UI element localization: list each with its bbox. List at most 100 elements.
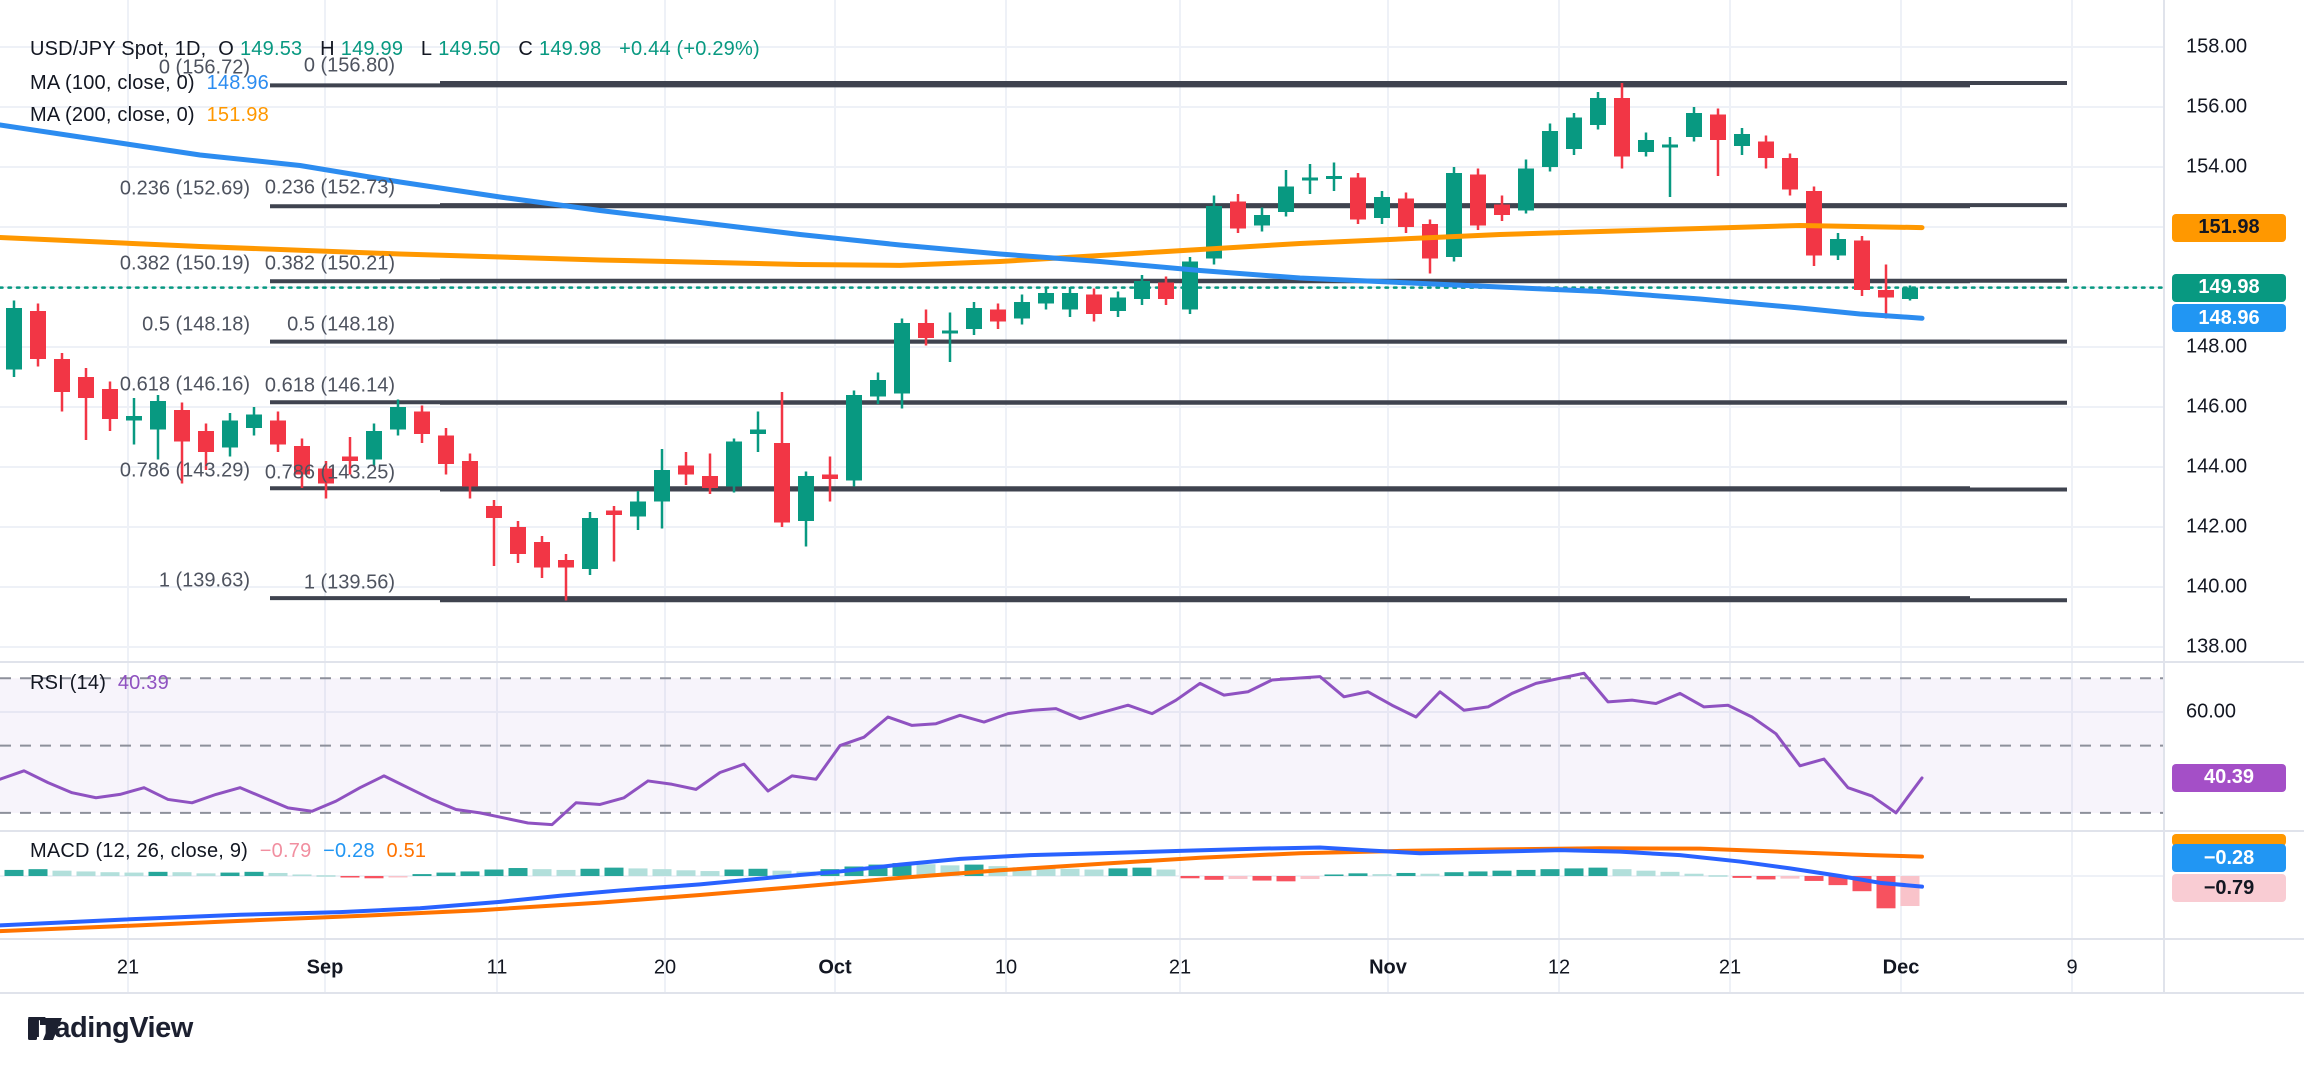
ohlc-low: L 149.50 [420, 38, 501, 60]
macd-hist-bar [412, 874, 432, 876]
candle-body [1134, 281, 1150, 299]
candle-body [294, 446, 310, 475]
macd-hist-bar [1372, 874, 1392, 876]
time-tick-label[interactable]: 12 [1547, 956, 1571, 979]
symbol-legend[interactable]: USD/JPY Spot, 1D, O 149.53 H 149.99 L 149.5… [30, 38, 766, 61]
candle-body [1326, 176, 1342, 179]
rsi-line [0, 671, 1924, 827]
time-tick-label[interactable]: 9 [2066, 956, 2078, 979]
price-chart-svg[interactable] [0, 0, 2304, 994]
time-tick-label[interactable]: Oct [818, 956, 852, 979]
candle-body [414, 411, 430, 434]
candle-body [1110, 297, 1126, 311]
macd-hist-bar [1036, 868, 1056, 876]
time-tick-label[interactable]: 21 [116, 956, 140, 979]
time-tick-label[interactable]: Nov [1369, 956, 1407, 979]
candle-body [102, 389, 118, 419]
candle-body [1302, 177, 1318, 181]
rsi-value-badge[interactable]: 40.39 [2172, 763, 2286, 792]
time-tick-label[interactable]: 10 [994, 956, 1018, 979]
macd-legend[interactable]: MACD (12, 26, close, 9) −0.79 −0.28 0.51 [30, 840, 432, 863]
time-tick-label[interactable]: 11 [486, 956, 508, 979]
candle-body [6, 308, 22, 370]
candle-body [54, 359, 70, 392]
macd-hist-bar [172, 872, 192, 876]
last-price-badge[interactable]: 149.98 [2172, 273, 2286, 302]
candle-body [1566, 117, 1582, 149]
macd-hist-bar [1708, 875, 1728, 877]
ma200-legend[interactable]: MA (200, close, 0) 151.98 [30, 104, 275, 127]
macd-hist-value: −0.79 [259, 840, 312, 862]
candle-body [198, 431, 214, 452]
candle-body [1686, 113, 1702, 137]
candle-body [366, 431, 382, 460]
candle-body [894, 323, 910, 394]
macd-hist-bar [100, 872, 120, 876]
candle-body [1710, 114, 1726, 140]
tradingview-logo[interactable]: TradingView [28, 1012, 193, 1045]
macd-signal-badge-clipped[interactable] [2172, 834, 2286, 846]
macd-hist-bar [244, 871, 264, 876]
ma200-value: 151.98 [206, 104, 269, 126]
macd-hist-bar [292, 874, 312, 876]
candle-body [1350, 177, 1366, 220]
macd-hist-bar [124, 872, 144, 876]
ma100-badge[interactable]: 148.96 [2172, 304, 2286, 333]
rsi-label: RSI (14) [30, 672, 107, 694]
macd-hist-bar [1780, 876, 1800, 879]
time-tick-label[interactable]: 21 [1168, 956, 1192, 979]
macd-hist-bar [1204, 876, 1224, 880]
time-tick-label[interactable]: 21 [1718, 956, 1742, 979]
macd-hist-bar [1804, 876, 1824, 881]
time-tick-label[interactable]: Sep [306, 956, 344, 979]
macd-line-badge[interactable]: −0.28 [2172, 844, 2286, 872]
time-tick-label[interactable]: 20 [653, 956, 677, 979]
time-tick-label[interactable]: Dec [1882, 956, 1920, 979]
candle-body [1878, 290, 1894, 298]
candle-body [846, 395, 862, 481]
ma200-badge[interactable]: 151.98 [2172, 213, 2286, 242]
macd-hist-bar [1516, 869, 1536, 876]
candle-body [1230, 201, 1246, 229]
candle-body [1374, 197, 1390, 218]
macd-hist-bar [916, 864, 936, 876]
macd-hist-bar [1084, 869, 1104, 876]
ma100-value: 148.96 [206, 72, 269, 94]
macd-hist-bar [1060, 868, 1080, 876]
candle-body [1398, 198, 1414, 227]
price-tick-label: 158.00 [2186, 35, 2248, 58]
candle-body [1470, 174, 1486, 226]
macd-label: MACD (12, 26, close, 9) [30, 840, 249, 862]
macd-hist-bar [76, 871, 96, 876]
fib-label-right-0.618: 0.618 (146.14) [264, 374, 395, 397]
candle-body [222, 420, 238, 448]
macd-hist-bar [1348, 873, 1368, 876]
candle-body [30, 311, 46, 359]
macd-hist-bar [1660, 871, 1680, 876]
macd-hist-bar [1636, 870, 1656, 876]
candle-body [1086, 294, 1102, 314]
macd-hist-badge[interactable]: −0.79 [2172, 874, 2286, 902]
macd-hist-bar [268, 872, 288, 876]
macd-hist-bar [532, 869, 552, 876]
macd-hist-bar [340, 876, 360, 878]
macd-hist-bar [1492, 870, 1512, 876]
candle-body [1614, 98, 1630, 157]
candle-body [822, 474, 838, 479]
candle-body [1254, 215, 1270, 226]
price-tick-label: 148.00 [2186, 335, 2248, 358]
macd-hist-bar [436, 872, 456, 876]
candle-body [1446, 173, 1462, 257]
rsi-legend[interactable]: RSI (14) 40.39 [30, 672, 175, 695]
macd-hist-bar [1180, 876, 1200, 879]
macd-hist-bar [556, 869, 576, 876]
fib-label-left-0.618: 0.618 (146.16) [119, 373, 250, 396]
macd-hist-bar [1732, 876, 1752, 878]
candle-body [486, 506, 502, 518]
ma100-legend[interactable]: MA (100, close, 0) 148.96 [30, 72, 275, 95]
candle-body [918, 323, 934, 338]
candle-body [150, 401, 166, 430]
candle-body [342, 456, 358, 461]
candle-body [870, 380, 886, 397]
